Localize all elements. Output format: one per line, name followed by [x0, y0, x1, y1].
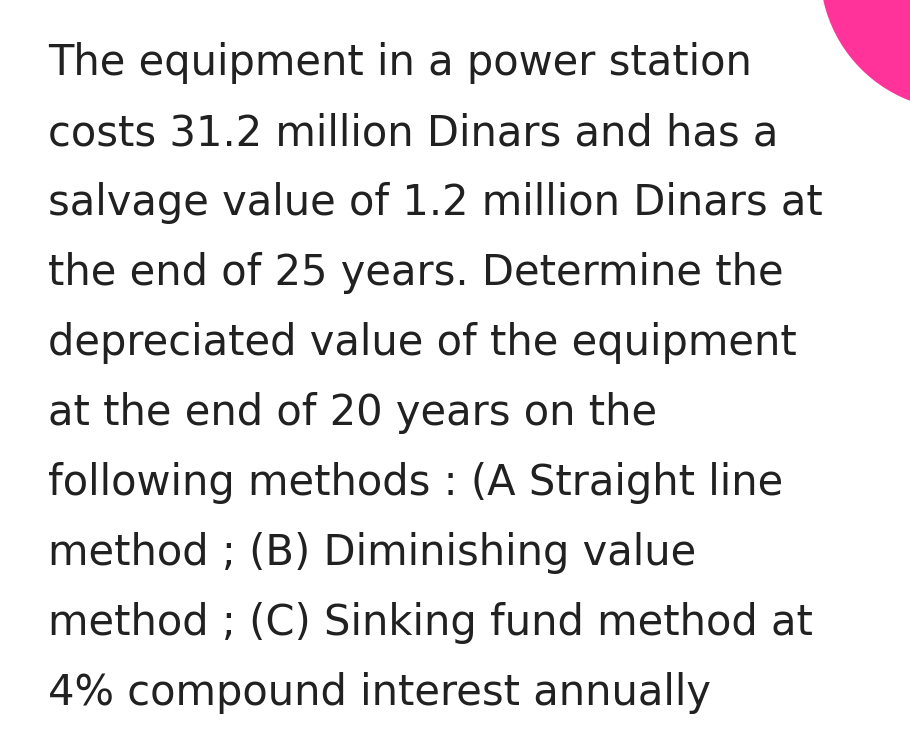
Text: depreciated value of the equipment: depreciated value of the equipment	[48, 322, 797, 364]
Text: 4% compound interest annually: 4% compound interest annually	[48, 672, 711, 714]
Text: method ; (C) Sinking fund method at: method ; (C) Sinking fund method at	[48, 602, 813, 644]
Text: The equipment in a power station: The equipment in a power station	[48, 42, 752, 84]
Text: costs 31.2 million Dinars and has a: costs 31.2 million Dinars and has a	[48, 112, 778, 154]
Text: following methods : (A Straight line: following methods : (A Straight line	[48, 462, 784, 504]
Text: salvage value of 1.2 million Dinars at: salvage value of 1.2 million Dinars at	[48, 182, 823, 224]
Text: method ; (B) Diminishing value: method ; (B) Diminishing value	[48, 532, 696, 574]
Text: at the end of 20 years on the: at the end of 20 years on the	[48, 392, 657, 434]
Text: the end of 25 years. Determine the: the end of 25 years. Determine the	[48, 252, 784, 294]
Wedge shape	[822, 0, 910, 110]
